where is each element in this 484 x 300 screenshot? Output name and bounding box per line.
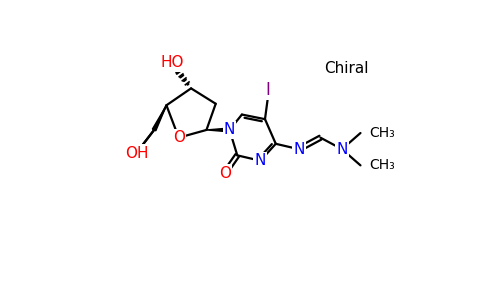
Text: Chiral: Chiral [324,61,369,76]
Text: N: N [224,122,235,137]
Text: N: N [293,142,304,157]
Text: O: O [173,130,185,145]
Text: HO: HO [161,56,184,70]
Text: CH₃: CH₃ [370,126,395,140]
Polygon shape [207,128,229,132]
Text: I: I [266,81,271,99]
Text: CH₃: CH₃ [370,158,395,172]
Text: N: N [336,142,348,157]
Text: O: O [219,166,231,181]
Text: N: N [255,153,266,168]
Polygon shape [152,105,166,131]
Text: OH: OH [125,146,149,160]
Text: OH: OH [125,146,149,160]
